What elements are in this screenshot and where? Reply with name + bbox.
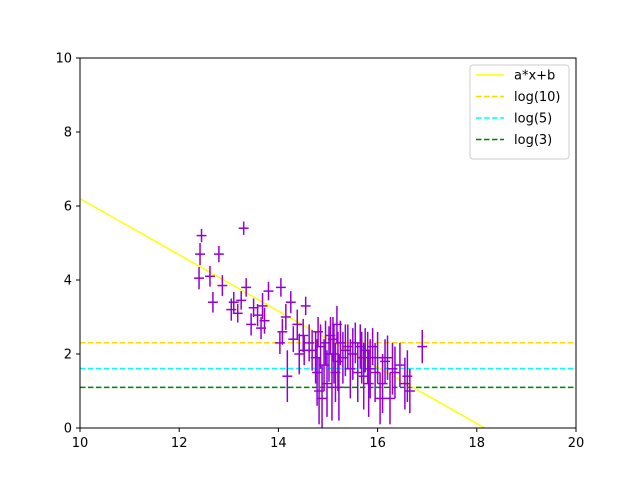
data-point bbox=[292, 309, 303, 340]
data-point bbox=[257, 292, 268, 319]
data-point bbox=[313, 317, 324, 347]
data-point bbox=[350, 322, 361, 364]
data-point bbox=[317, 365, 328, 428]
x-axis: 10 12 14 16 18 20 bbox=[72, 428, 585, 451]
data-point bbox=[213, 245, 224, 263]
data-point bbox=[337, 331, 348, 384]
data-point bbox=[394, 342, 405, 388]
data-point bbox=[241, 278, 252, 297]
data-point bbox=[375, 372, 386, 425]
data-point bbox=[207, 291, 218, 313]
y-tick-label: 10 bbox=[55, 52, 72, 67]
data-point bbox=[263, 281, 274, 301]
data-point bbox=[345, 339, 356, 399]
data-point bbox=[399, 357, 410, 410]
data-point bbox=[312, 339, 323, 406]
data-point bbox=[390, 346, 400, 399]
data-point bbox=[194, 267, 204, 290]
data-point bbox=[274, 331, 285, 354]
legend-item: log(3) bbox=[476, 133, 552, 148]
data-point bbox=[236, 291, 247, 310]
x-tick-label: 20 bbox=[568, 436, 585, 451]
data-point bbox=[363, 350, 374, 417]
legend: a*x+b log(10) log(5) log(3) bbox=[469, 64, 570, 160]
data-point bbox=[370, 342, 381, 403]
data-point bbox=[367, 328, 378, 366]
data-point bbox=[228, 291, 239, 313]
data-point bbox=[342, 324, 353, 369]
x-tick-label: 18 bbox=[469, 436, 486, 451]
data-point bbox=[340, 324, 351, 377]
data-point bbox=[380, 339, 390, 384]
legend-box bbox=[469, 64, 570, 160]
data-point bbox=[298, 318, 309, 353]
data-point bbox=[280, 304, 291, 330]
data-point bbox=[365, 339, 376, 399]
x-tick-label: 16 bbox=[369, 436, 386, 451]
data-point bbox=[285, 291, 296, 314]
legend-item: a*x+b bbox=[476, 69, 555, 84]
data-point bbox=[362, 331, 373, 384]
data-point bbox=[275, 278, 286, 297]
data-point bbox=[294, 333, 305, 375]
y-tick-label: 6 bbox=[64, 200, 72, 215]
data-point bbox=[387, 342, 398, 395]
data-point bbox=[404, 368, 415, 414]
data-point bbox=[246, 313, 257, 336]
x-tick-label: 10 bbox=[72, 436, 89, 451]
data-point bbox=[333, 354, 344, 421]
legend-label: log(3) bbox=[514, 133, 552, 148]
legend-label: log(5) bbox=[514, 112, 552, 127]
data-point bbox=[195, 243, 205, 266]
data-point bbox=[277, 318, 288, 345]
data-point bbox=[232, 304, 243, 323]
y-tick-label: 8 bbox=[64, 126, 72, 141]
data-point bbox=[204, 265, 215, 287]
x-tick-label: 12 bbox=[171, 436, 188, 451]
data-point bbox=[322, 350, 332, 417]
y-tick-label: 2 bbox=[64, 348, 72, 363]
data-point bbox=[196, 228, 207, 243]
data-point bbox=[217, 275, 228, 296]
x-tick-label: 14 bbox=[270, 436, 287, 451]
legend-label: a*x+b bbox=[514, 69, 555, 84]
data-point bbox=[252, 304, 263, 327]
legend-item: log(5) bbox=[476, 112, 552, 127]
data-point bbox=[385, 372, 395, 425]
legend-item: log(10) bbox=[476, 90, 561, 105]
y-tick-label: 0 bbox=[64, 422, 72, 437]
data-point bbox=[347, 328, 358, 380]
legend-label: log(10) bbox=[514, 90, 561, 105]
data-points bbox=[194, 221, 428, 428]
data-point bbox=[300, 296, 311, 316]
data-point bbox=[282, 350, 293, 403]
data-point bbox=[259, 307, 270, 334]
data-point bbox=[402, 350, 413, 403]
data-point bbox=[332, 331, 343, 391]
plot-area-frame bbox=[79, 57, 577, 429]
y-axis: 0 2 4 6 8 10 bbox=[55, 52, 80, 437]
data-point bbox=[372, 331, 383, 384]
y-tick-label: 4 bbox=[64, 274, 72, 289]
data-point bbox=[377, 354, 388, 414]
data-point bbox=[238, 221, 249, 235]
data-point bbox=[382, 335, 393, 380]
data-point bbox=[417, 329, 428, 364]
